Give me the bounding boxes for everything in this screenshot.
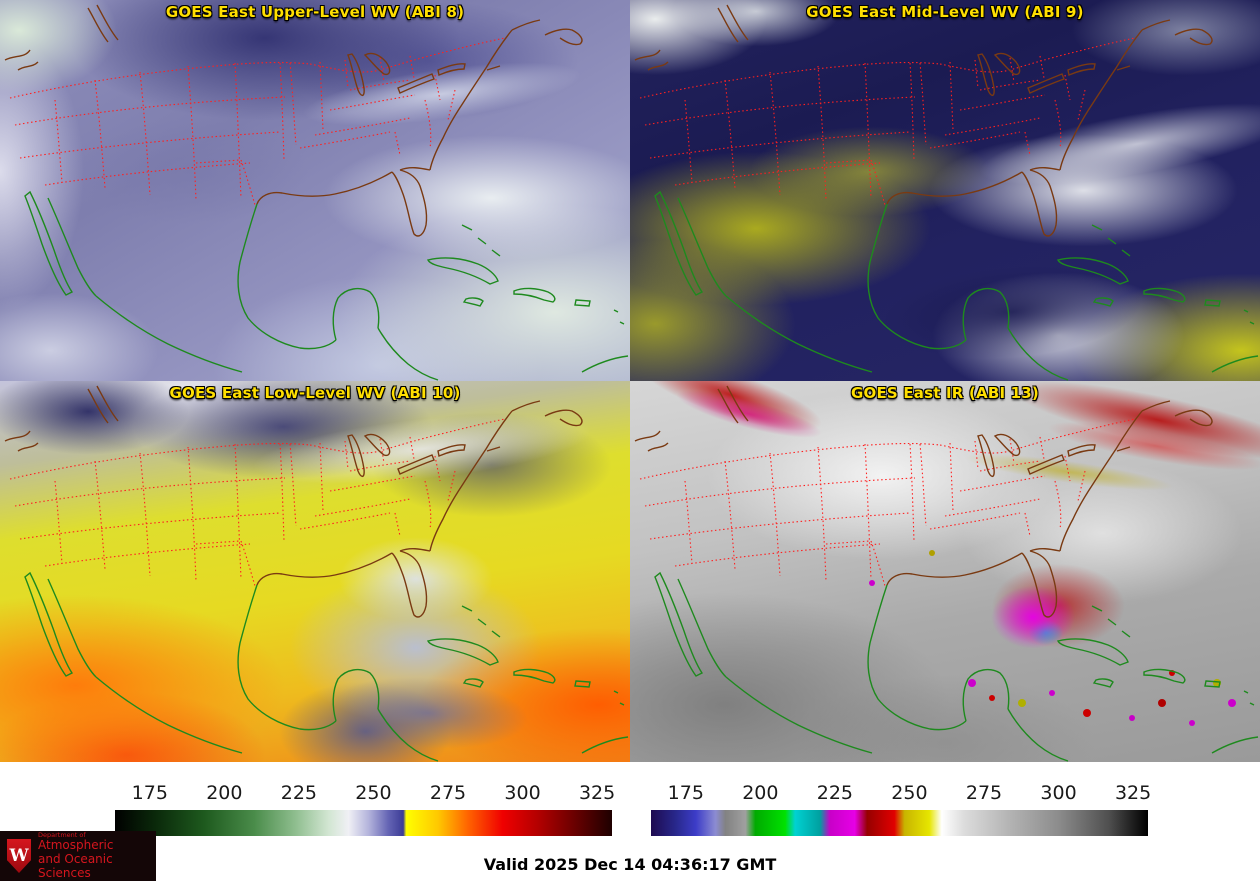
tick-label: 300	[504, 782, 541, 804]
panel-grid: GOES East Upper-Level WV (ABI 8) GOES Ea…	[0, 0, 1260, 762]
tick-label: 250	[891, 782, 928, 804]
tick-label: 175	[667, 782, 704, 804]
colorbar-ir: 175 200 225 250 275 300 325	[651, 782, 1152, 836]
tick-label: 250	[355, 782, 392, 804]
footer: 175 200 225 250 275 300 325 175 200 225 …	[0, 762, 1260, 881]
map-overlay	[634, 4, 1259, 381]
tick-label: 200	[742, 782, 779, 804]
map-overlay	[4, 4, 629, 381]
crest-letter: W	[9, 845, 29, 866]
panel-mid-level-wv: GOES East Mid-Level WV (ABI 9)	[630, 0, 1260, 381]
colorbar-wv-gradient	[115, 810, 612, 836]
tick-label: 325	[578, 782, 616, 804]
map-overlay	[4, 385, 629, 762]
tick-label: 275	[965, 782, 1003, 804]
colorbar-wv-ticks: 175 200 225 250 275 300 325	[115, 782, 616, 808]
valid-time: Valid 2025 Dec 14 04:36:17 GMT	[483, 855, 777, 874]
panel-title: GOES East IR (ABI 13)	[850, 384, 1039, 402]
tick-label: 175	[131, 782, 168, 804]
panel-upper-level-wv: GOES East Upper-Level WV (ABI 8)	[0, 0, 630, 381]
tick-label: 275	[429, 782, 467, 804]
colorbar-ir-ticks: 175 200 225 250 275 300 325	[651, 782, 1152, 808]
tick-label: 300	[1040, 782, 1077, 804]
panel-title: GOES East Upper-Level WV (ABI 8)	[165, 3, 465, 21]
uw-aos-logo: W Department of Atmospheric and Oceanic …	[0, 831, 156, 881]
panel-title: GOES East Mid-Level WV (ABI 9)	[806, 3, 1084, 21]
panel-low-level-wv: GOES East Low-Level WV (ABI 10)	[0, 381, 630, 762]
tick-label: 225	[280, 782, 318, 804]
map-overlay	[634, 385, 1259, 762]
panel-ir: GOES East IR (ABI 13)	[630, 381, 1260, 762]
panel-title: GOES East Low-Level WV (ABI 10)	[169, 384, 461, 402]
tick-label: 325	[1114, 782, 1152, 804]
colorbar-ir-gradient	[651, 810, 1148, 836]
tick-label: 200	[206, 782, 243, 804]
logo-dept-line: Department of	[38, 830, 86, 839]
logo-name-line2: and Oceanic Sciences	[38, 851, 113, 880]
tick-label: 225	[816, 782, 854, 804]
colorbar-wv: 175 200 225 250 275 300 325	[115, 782, 616, 836]
logo-name-line1: Atmospheric	[38, 838, 114, 853]
logo-text: Department of Atmospheric and Oceanic Sc…	[38, 830, 156, 881]
